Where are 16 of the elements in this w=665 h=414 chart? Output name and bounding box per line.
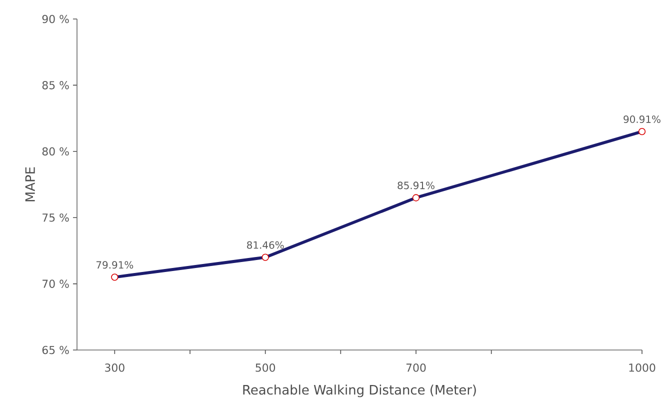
y-tick-label: 85 % bbox=[42, 81, 69, 90]
y-tick-label: 65 % bbox=[42, 346, 69, 354]
y-tick-label: 90 % bbox=[42, 14, 69, 24]
annotation: 90.91% bbox=[624, 115, 660, 124]
x-tick-label: 300 bbox=[105, 364, 124, 372]
y-tick-label: 75 % bbox=[42, 213, 69, 222]
y-tick-label: 70 % bbox=[42, 280, 69, 288]
y-tick-label: 80 % bbox=[42, 147, 69, 156]
annotation: 81.46% bbox=[247, 241, 284, 249]
x-tick-label: 700 bbox=[406, 364, 426, 372]
annotation: 85.91% bbox=[398, 182, 434, 190]
x-axis-title: Reachable Walking Distance (Meter) bbox=[243, 384, 476, 398]
y-axis-title: MAPE bbox=[25, 167, 35, 202]
x-tick-label: 500 bbox=[256, 364, 276, 372]
x-tick-label: 1000 bbox=[629, 364, 656, 372]
annotation: 79.91% bbox=[96, 261, 134, 269]
